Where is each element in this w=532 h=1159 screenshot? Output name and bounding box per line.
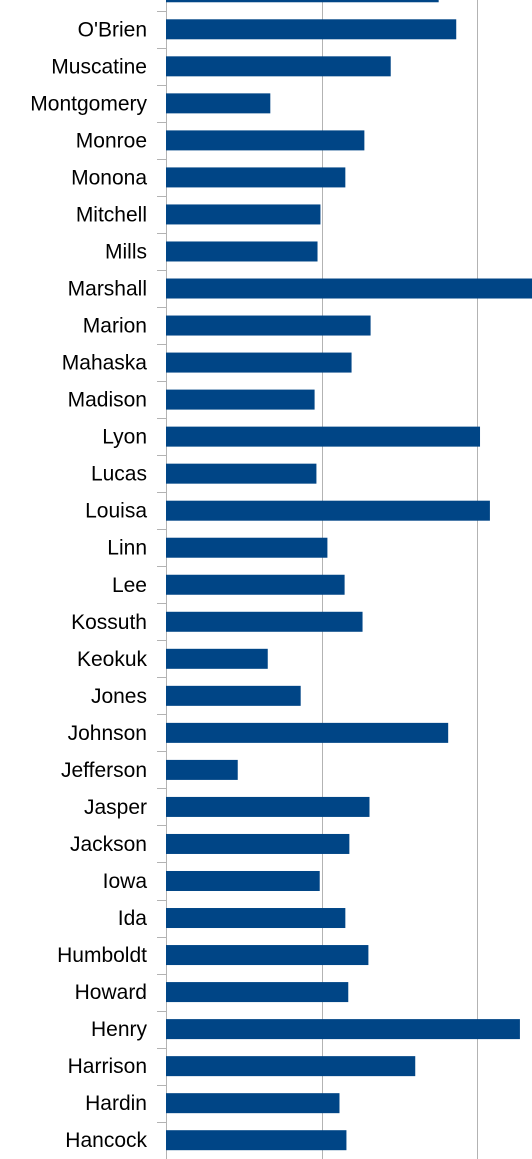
bar-marshall xyxy=(166,278,532,299)
category-label-lee: Lee xyxy=(112,574,147,597)
category-label-keokuk: Keokuk xyxy=(77,648,148,671)
category-label-madison: Madison xyxy=(68,389,147,412)
category-label-scott: Scott xyxy=(99,0,147,4)
category-labels: Scott O'Brien Muscatine Montgomery Monroe Mon… xyxy=(30,0,147,1152)
bar-keokuk xyxy=(166,648,268,669)
category-label-linn: Linn xyxy=(107,537,147,560)
bar-montgomery xyxy=(166,93,271,114)
bar-muscatine xyxy=(166,56,391,77)
category-label-lyon: Lyon xyxy=(102,426,147,449)
bar-mitchell xyxy=(166,204,321,225)
category-label-jackson: Jackson xyxy=(70,833,147,856)
category-label-iowa: Iowa xyxy=(103,870,148,893)
bar-lee xyxy=(166,574,345,595)
category-label-muscatine: Muscatine xyxy=(51,55,147,78)
category-label-monroe: Monroe xyxy=(76,129,147,152)
bar-humboldt xyxy=(166,945,369,966)
category-label-mitchell: Mitchell xyxy=(76,203,147,226)
category-label-kossuth: Kossuth xyxy=(71,611,147,634)
bar-jackson xyxy=(166,833,350,854)
category-label-jefferson: Jefferson xyxy=(61,759,147,782)
bar-henry xyxy=(166,1019,520,1040)
bar-hancock xyxy=(166,1130,347,1151)
bar-howard xyxy=(166,982,349,1003)
bar-scott xyxy=(166,0,439,3)
bar-jefferson xyxy=(166,759,238,780)
category-label-o-brien: O'Brien xyxy=(78,18,147,41)
category-label-henry: Henry xyxy=(91,1018,148,1041)
bar-madison xyxy=(166,389,315,410)
category-label-howard: Howard xyxy=(75,981,147,1004)
bar-ida xyxy=(166,908,346,929)
bar-marion xyxy=(166,315,371,336)
bar-kossuth xyxy=(166,611,363,632)
category-label-marshall: Marshall xyxy=(68,278,147,301)
category-label-ida: Ida xyxy=(118,907,148,930)
bar-mahaska xyxy=(166,352,352,373)
bars xyxy=(166,0,532,1151)
bar-hardin xyxy=(166,1093,340,1114)
bar-johnson xyxy=(166,722,449,743)
category-label-louisa: Louisa xyxy=(85,500,147,523)
category-label-hancock: Hancock xyxy=(65,1129,147,1152)
category-label-hardin: Hardin xyxy=(85,1092,147,1115)
category-label-monona: Monona xyxy=(71,166,147,189)
bar-louisa xyxy=(166,500,490,521)
bar-lucas xyxy=(166,463,317,484)
bar-linn xyxy=(166,537,328,558)
bar-lyon xyxy=(166,426,481,447)
category-label-jones: Jones xyxy=(91,685,147,708)
category-label-lucas: Lucas xyxy=(91,463,147,486)
bar-o-brien xyxy=(166,19,457,40)
bar-jones xyxy=(166,685,301,706)
category-label-jasper: Jasper xyxy=(84,796,147,819)
category-label-johnson: Johnson xyxy=(68,722,147,745)
y-axis xyxy=(157,11,166,1123)
bar-harrison xyxy=(166,1056,416,1077)
bar-monona xyxy=(166,167,346,188)
bar-mills xyxy=(166,241,318,262)
category-label-harrison: Harrison xyxy=(68,1055,147,1078)
category-label-mahaska: Mahaska xyxy=(62,352,148,375)
category-label-marion: Marion xyxy=(83,315,147,338)
category-label-mills: Mills xyxy=(105,240,147,263)
bar-monroe xyxy=(166,130,365,151)
category-label-montgomery: Montgomery xyxy=(30,92,147,115)
bar-jasper xyxy=(166,796,370,817)
category-label-humboldt: Humboldt xyxy=(57,944,147,967)
bar-iowa xyxy=(166,870,320,891)
